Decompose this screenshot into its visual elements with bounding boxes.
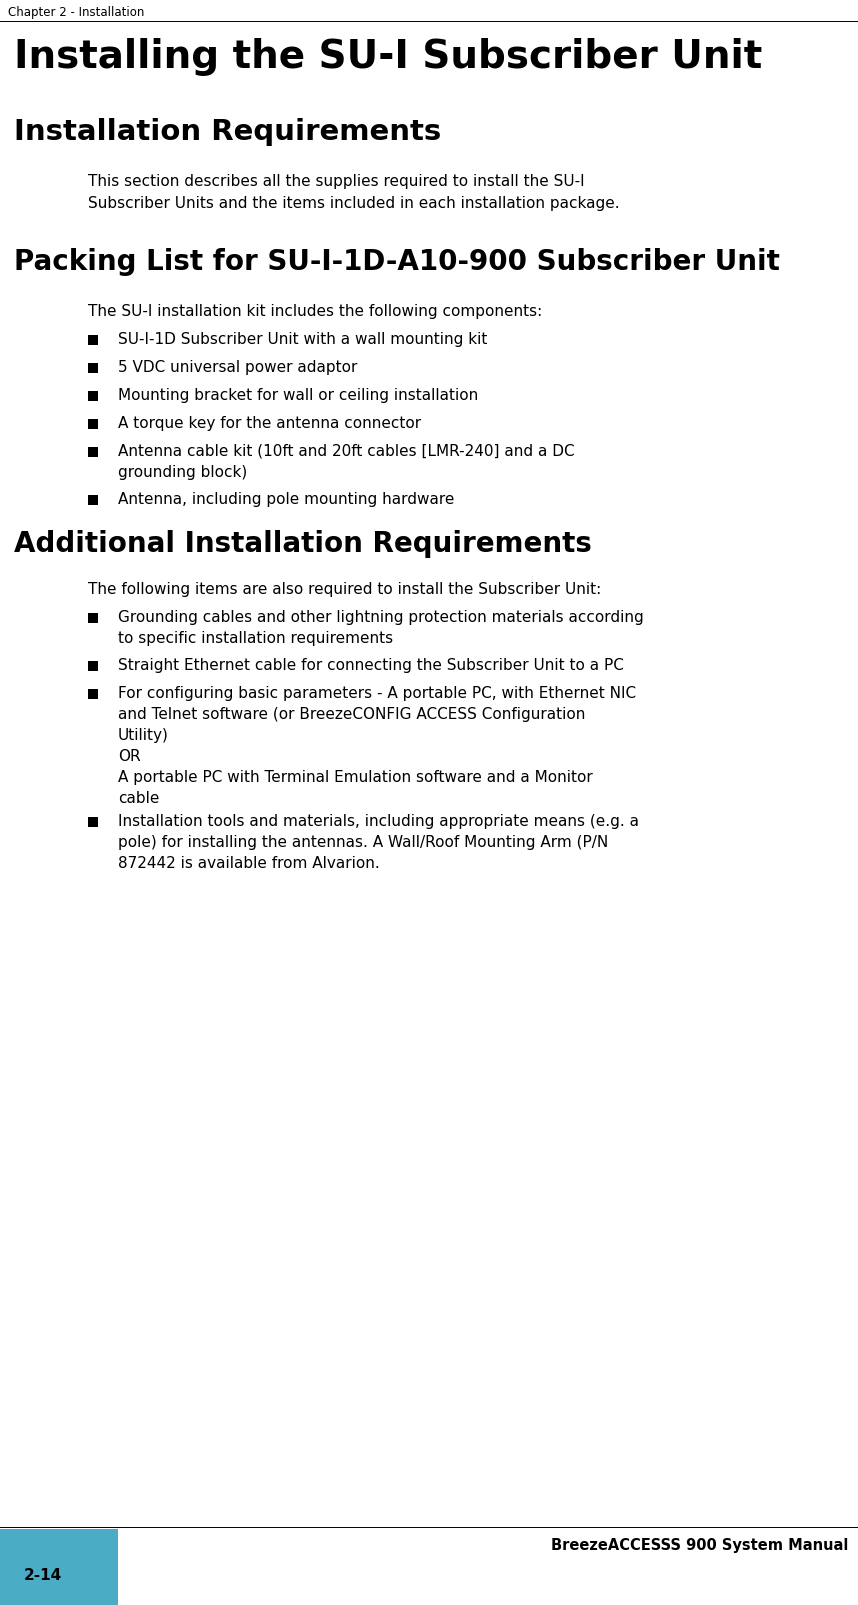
Bar bbox=[88, 690, 98, 700]
Text: BreezeACCESSS 900 System Manual: BreezeACCESSS 900 System Manual bbox=[551, 1538, 848, 1552]
Text: This section describes all the supplies required to install the SU-I
Subscriber : This section describes all the supplies … bbox=[88, 173, 619, 210]
Text: The following items are also required to install the Subscriber Unit:: The following items are also required to… bbox=[88, 581, 601, 597]
Bar bbox=[88, 392, 98, 401]
Bar bbox=[0, 1530, 118, 1605]
Text: 5 VDC universal power adaptor: 5 VDC universal power adaptor bbox=[118, 360, 358, 374]
Text: Installation tools and materials, including appropriate means (e.g. a
pole) for : Installation tools and materials, includ… bbox=[118, 814, 639, 870]
Text: Mounting bracket for wall or ceiling installation: Mounting bracket for wall or ceiling ins… bbox=[118, 388, 478, 403]
Text: Straight Ethernet cable for connecting the Subscriber Unit to a PC: Straight Ethernet cable for connecting t… bbox=[118, 658, 624, 672]
Text: Grounding cables and other lightning protection materials according
to specific : Grounding cables and other lightning pro… bbox=[118, 610, 644, 645]
Bar bbox=[88, 421, 98, 430]
Bar bbox=[88, 448, 98, 457]
Bar bbox=[88, 817, 98, 828]
Text: A torque key for the antenna connector: A torque key for the antenna connector bbox=[118, 416, 421, 430]
Bar bbox=[88, 335, 98, 345]
Bar bbox=[88, 613, 98, 624]
Text: SU-I-1D Subscriber Unit with a wall mounting kit: SU-I-1D Subscriber Unit with a wall moun… bbox=[118, 332, 487, 347]
Text: Chapter 2 - Installation: Chapter 2 - Installation bbox=[8, 6, 144, 19]
Text: Antenna cable kit (10ft and 20ft cables [LMR-240] and a DC
grounding block): Antenna cable kit (10ft and 20ft cables … bbox=[118, 443, 575, 480]
Bar bbox=[88, 496, 98, 506]
Text: Installation Requirements: Installation Requirements bbox=[14, 117, 441, 146]
Text: Packing List for SU-I-1D-A10-900 Subscriber Unit: Packing List for SU-I-1D-A10-900 Subscri… bbox=[14, 247, 780, 276]
Text: The SU-I installation kit includes the following components:: The SU-I installation kit includes the f… bbox=[88, 303, 542, 319]
Text: Additional Installation Requirements: Additional Installation Requirements bbox=[14, 530, 592, 557]
Text: Installing the SU-I Subscriber Unit: Installing the SU-I Subscriber Unit bbox=[14, 39, 762, 75]
Bar bbox=[88, 661, 98, 671]
Text: For configuring basic parameters - A portable PC, with Ethernet NIC
and Telnet s: For configuring basic parameters - A por… bbox=[118, 685, 636, 806]
Text: 2-14: 2-14 bbox=[24, 1566, 63, 1583]
Bar bbox=[88, 364, 98, 374]
Text: Antenna, including pole mounting hardware: Antenna, including pole mounting hardwar… bbox=[118, 491, 455, 507]
